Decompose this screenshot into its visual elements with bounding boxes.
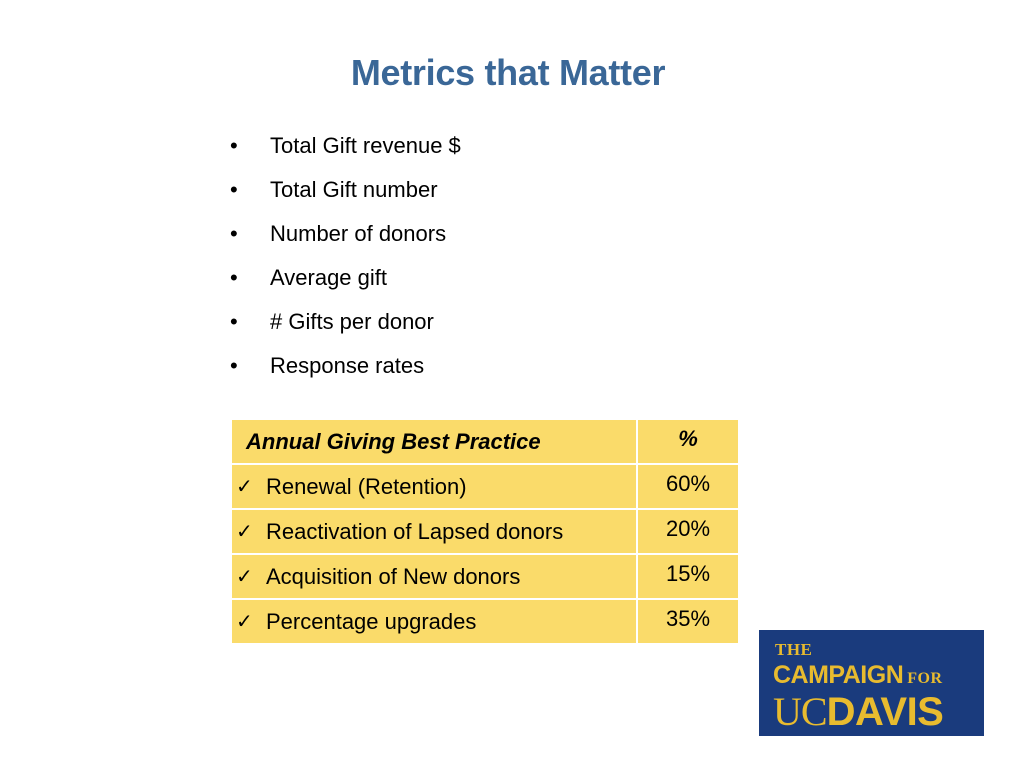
bullet-icon: • bbox=[230, 133, 238, 158]
row-label: Acquisition of New donors bbox=[266, 563, 521, 589]
row-label: Renewal (Retention) bbox=[266, 473, 467, 499]
row-percent: 60% bbox=[636, 463, 740, 510]
bullet-icon: • bbox=[230, 265, 238, 290]
bullet-item: • Number of donors bbox=[228, 216, 461, 260]
bullet-icon: • bbox=[230, 221, 238, 246]
table-row: ✓ Percentage upgrades 35% bbox=[230, 598, 740, 645]
row-label: Percentage upgrades bbox=[266, 608, 477, 634]
row-label: Reactivation of Lapsed donors bbox=[266, 518, 564, 544]
bullet-icon: • bbox=[230, 353, 238, 378]
checkmark-icon: ✓ bbox=[236, 563, 253, 588]
checkmark-icon: ✓ bbox=[236, 473, 253, 498]
bullet-text: Number of donors bbox=[270, 221, 447, 246]
logo-uc-word: UC bbox=[773, 689, 828, 734]
bullet-text: Response rates bbox=[270, 353, 425, 378]
metrics-bullet-list: • Total Gift revenue $ • Total Gift numb… bbox=[228, 128, 461, 392]
table-row-label-cell: ✓ Renewal (Retention) bbox=[230, 463, 638, 510]
table-row: ✓ Reactivation of Lapsed donors 20% bbox=[230, 508, 740, 555]
table-header-label: Annual Giving Best Practice bbox=[230, 418, 638, 465]
table-row-label-cell: ✓ Percentage upgrades bbox=[230, 598, 638, 645]
logo-davis-word: DAVIS bbox=[826, 690, 944, 734]
checkmark-icon: ✓ bbox=[236, 518, 253, 543]
bullet-icon: • bbox=[230, 177, 238, 202]
bullet-item: • # Gifts per donor bbox=[228, 304, 461, 348]
bullet-text: Total Gift number bbox=[270, 177, 438, 202]
logo-for-word: FOR bbox=[907, 670, 943, 687]
bullet-item: • Response rates bbox=[228, 348, 461, 392]
best-practice-table: Annual Giving Best Practice % ✓ Renewal (… bbox=[230, 418, 740, 645]
row-percent: 20% bbox=[636, 508, 740, 555]
row-percent: 15% bbox=[636, 553, 740, 600]
table-row-label-cell: ✓ Acquisition of New donors bbox=[230, 553, 638, 600]
slide-title: Metrics that Matter bbox=[350, 52, 666, 93]
bullet-item: • Total Gift revenue $ bbox=[228, 128, 461, 172]
row-percent: 35% bbox=[636, 598, 740, 645]
logo-line-ucdavis: UCDAVIS bbox=[773, 688, 944, 735]
table-row: ✓ Renewal (Retention) 60% bbox=[230, 463, 740, 510]
table-header-row: Annual Giving Best Practice % bbox=[230, 418, 740, 465]
bullet-text: # Gifts per donor bbox=[270, 309, 434, 334]
bullet-text: Total Gift revenue $ bbox=[270, 133, 461, 158]
logo-line-the: THE bbox=[775, 640, 813, 659]
logo-line-campaign: CAMPAIGN FOR bbox=[773, 661, 943, 690]
checkmark-icon: ✓ bbox=[236, 608, 253, 633]
table-row-label-cell: ✓ Reactivation of Lapsed donors bbox=[230, 508, 638, 555]
logo-campaign-word: CAMPAIGN bbox=[773, 661, 904, 689]
bullet-item: • Average gift bbox=[228, 260, 461, 304]
bullet-item: • Total Gift number bbox=[228, 172, 461, 216]
campaign-uc-davis-logo: THE CAMPAIGN FOR UCDAVIS bbox=[759, 630, 984, 736]
bullet-text: Average gift bbox=[270, 265, 388, 290]
bullet-icon: • bbox=[230, 309, 238, 334]
table-header-percent: % bbox=[636, 418, 740, 465]
table-row: ✓ Acquisition of New donors 15% bbox=[230, 553, 740, 600]
